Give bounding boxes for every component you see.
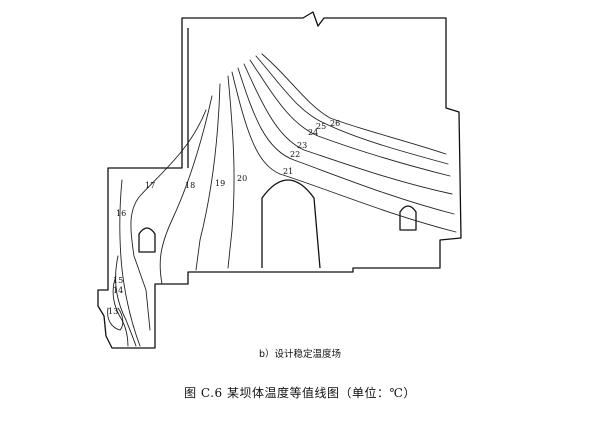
- contour-16: [119, 179, 141, 347]
- contour-20: [227, 75, 235, 269]
- contour-19: [195, 83, 221, 271]
- contour-21: [231, 71, 457, 233]
- contour-label-22: 22: [290, 150, 300, 159]
- dam-outline: [97, 11, 462, 349]
- contour-25: [255, 55, 449, 165]
- contour-label-23: 23: [297, 141, 307, 150]
- large-gallery: [261, 179, 321, 269]
- contour-label-26: 26: [330, 119, 340, 128]
- contour-24: [249, 59, 451, 177]
- contour-15: [115, 255, 137, 347]
- contour-label-14: 14: [113, 286, 123, 295]
- right-gallery: [399, 205, 417, 231]
- contour-14: [112, 275, 129, 347]
- contour-label-13: 13: [108, 307, 118, 316]
- contour-label-16: 16: [116, 209, 126, 218]
- contour-23: [243, 63, 453, 195]
- contour-17: [130, 109, 207, 331]
- contour-label-19: 19: [215, 179, 225, 188]
- contour-label-17: 17: [145, 181, 155, 190]
- contour-26: [261, 53, 447, 155]
- contour-label-24: 24: [308, 128, 318, 137]
- contour-label-25: 25: [316, 122, 326, 131]
- contour-22: [237, 67, 455, 215]
- contour-13: [107, 307, 124, 331]
- figure-subtitle: b）设计稳定温度场: [258, 349, 342, 360]
- figure-caption: 图 C.6 某坝体温度等值线图（单位：℃）: [184, 386, 416, 400]
- contour-label-18: 18: [185, 181, 195, 190]
- contour-label-15: 15: [113, 276, 123, 285]
- left-gallery: [138, 227, 156, 253]
- contour-label-21: 21: [283, 167, 293, 176]
- contour-label-20: 20: [237, 174, 247, 183]
- contour-18: [159, 95, 213, 285]
